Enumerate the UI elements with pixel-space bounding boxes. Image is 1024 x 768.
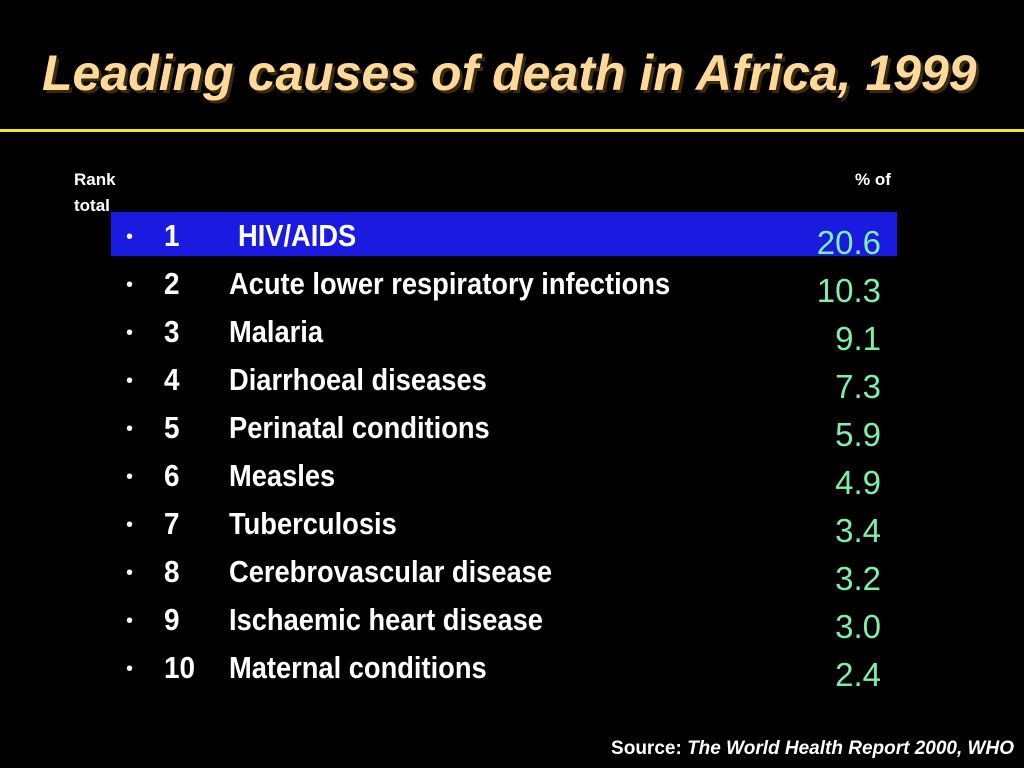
cause-label: Cerebrovascular disease (229, 554, 553, 589)
source-reference: The World Health Report 2000, WHO (687, 738, 1014, 759)
bullet-icon: • (126, 322, 134, 344)
bullet-icon: • (126, 418, 134, 440)
list-item: • 1 HIV/AIDS 20.6 (0, 216, 1024, 264)
rank-number: 7 (164, 506, 180, 541)
list-item: • 7 Tuberculosis 3.4 (0, 504, 1024, 552)
cause-label: Perinatal conditions (229, 410, 490, 445)
cause-label: Tuberculosis (229, 506, 397, 541)
bullet-icon: • (126, 370, 134, 392)
percent-value: 4.9 (835, 464, 881, 501)
cause-label: Acute lower respiratory infections (229, 266, 671, 301)
bullet-icon: • (126, 466, 134, 488)
rank-number: 4 (164, 362, 180, 397)
percent-value: 10.3 (816, 272, 881, 309)
total-header: total (74, 196, 110, 215)
rank-number: 10 (164, 650, 196, 685)
bullet-icon: • (126, 562, 134, 584)
list-item: • 3 Malaria 9.1 (0, 312, 1024, 360)
percent-header: % of (855, 170, 891, 189)
bullet-icon: • (126, 514, 134, 536)
rank-number: 6 (164, 458, 180, 493)
rank-number: 8 (164, 554, 180, 589)
bullet-icon: • (126, 226, 134, 248)
list-item: • 5 Perinatal conditions 5.9 (0, 408, 1024, 456)
list-item: • 2 Acute lower respiratory infections 1… (0, 264, 1024, 312)
list-item: • 4 Diarrhoeal diseases 7.3 (0, 360, 1024, 408)
list-item: • 9 Ischaemic heart disease 3.0 (0, 600, 1024, 648)
percent-value: 5.9 (835, 416, 881, 453)
rank-number: 5 (164, 410, 180, 445)
rank-number: 3 (164, 314, 180, 349)
cause-label: Malaria (229, 314, 324, 349)
list-item: • 8 Cerebrovascular disease 3.2 (0, 552, 1024, 600)
percent-value: 20.6 (816, 224, 881, 261)
cause-label: Ischaemic heart disease (229, 602, 543, 637)
title-divider (0, 129, 1024, 132)
source-label: Source: (611, 738, 682, 759)
rank-number: 1 (164, 218, 180, 253)
cause-label: Diarrhoeal diseases (229, 362, 487, 397)
percent-value: 3.4 (835, 512, 881, 549)
bullet-icon: • (126, 658, 134, 680)
highlight-bar (111, 212, 897, 256)
percent-value: 2.4 (835, 656, 881, 693)
list-item: • 10 Maternal conditions 2.4 (0, 648, 1024, 696)
rank-number: 9 (164, 602, 180, 637)
bullet-icon: • (126, 610, 134, 632)
slide-title: Leading causes of death in Africa, 1999 (42, 45, 977, 101)
rank-header: Rank (74, 170, 116, 189)
percent-value: 3.2 (835, 560, 881, 597)
list-item: • 6 Measles 4.9 (0, 456, 1024, 504)
cause-label: HIV/AIDS (238, 218, 357, 253)
percent-value: 7.3 (835, 368, 881, 405)
percent-value: 9.1 (835, 320, 881, 357)
source-citation: Source: The World Health Report 2000, WH… (611, 738, 1014, 760)
cause-label: Measles (229, 458, 336, 493)
percent-value: 3.0 (835, 608, 881, 645)
rank-number: 2 (164, 266, 180, 301)
cause-label: Maternal conditions (229, 650, 487, 685)
bullet-icon: • (126, 274, 134, 296)
